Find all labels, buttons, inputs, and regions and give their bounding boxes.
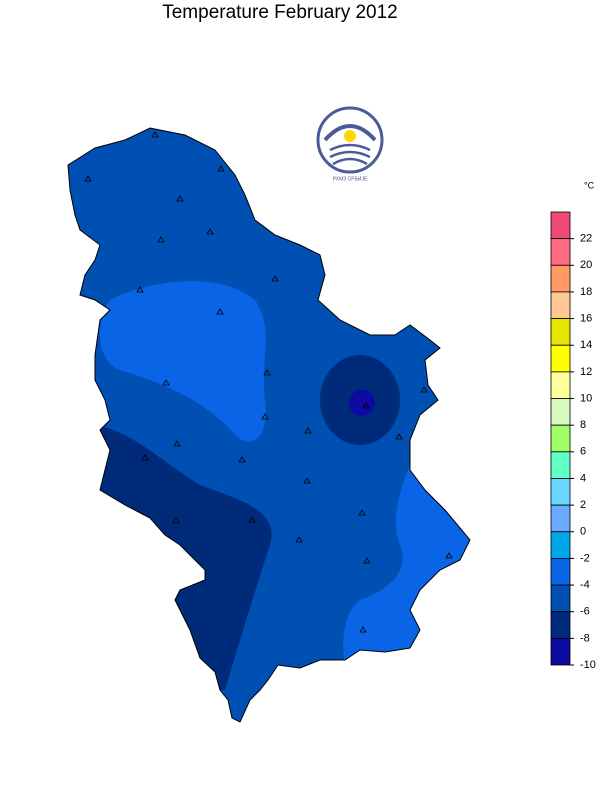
- legend-tick-label: -8: [580, 632, 590, 644]
- legend-swatch: [550, 424, 571, 453]
- legend-tick-label: -6: [580, 606, 590, 618]
- legend-tick-label: 18: [580, 286, 592, 298]
- legend-tick-label: 2: [580, 499, 586, 511]
- legend-tick-label: 10: [580, 392, 592, 404]
- legend-tick-label: 8: [580, 419, 586, 431]
- legend-tick-label: 0: [580, 526, 586, 538]
- legend-swatch: [550, 504, 571, 533]
- legend-swatch: [550, 478, 571, 506]
- legend-swatch: [550, 558, 571, 586]
- legend-tick-label: -4: [580, 579, 590, 591]
- legend-swatch: [550, 211, 571, 240]
- legend-swatch: [550, 451, 571, 479]
- legend-tick-label: 16: [580, 312, 592, 324]
- map-fill: [68, 128, 470, 722]
- legend-tick-label: 22: [580, 233, 592, 245]
- legend-swatch: [550, 398, 571, 426]
- legend-swatch: [550, 291, 571, 319]
- legend-tick-label: -10: [580, 659, 596, 671]
- legend-swatch: [550, 531, 571, 559]
- legend-swatch: [550, 371, 571, 399]
- legend-swatch: [550, 344, 571, 373]
- legend-swatch: [550, 238, 571, 266]
- stations: [84, 131, 453, 633]
- legend-tick-label: 6: [580, 446, 586, 458]
- title: Temperature February 2012: [162, 2, 398, 23]
- legend-tick-label: 4: [580, 472, 586, 484]
- legend-swatch: [550, 637, 571, 666]
- legend-swatch: [550, 584, 571, 613]
- logo: РХМЗ СРБИЈЕ: [316, 106, 384, 182]
- legend-tick-label: 14: [580, 339, 592, 351]
- legend-swatch: [550, 264, 571, 293]
- legend-swatch: [550, 611, 571, 639]
- legend-unit: °C: [584, 180, 595, 190]
- legend-swatch: [550, 318, 571, 346]
- legend-tick-label: -2: [580, 552, 590, 564]
- legend-tick-label: 20: [580, 259, 592, 271]
- logo-text: РХМЗ СРБИЈЕ: [333, 176, 368, 182]
- legend-tick-label: 12: [580, 366, 592, 378]
